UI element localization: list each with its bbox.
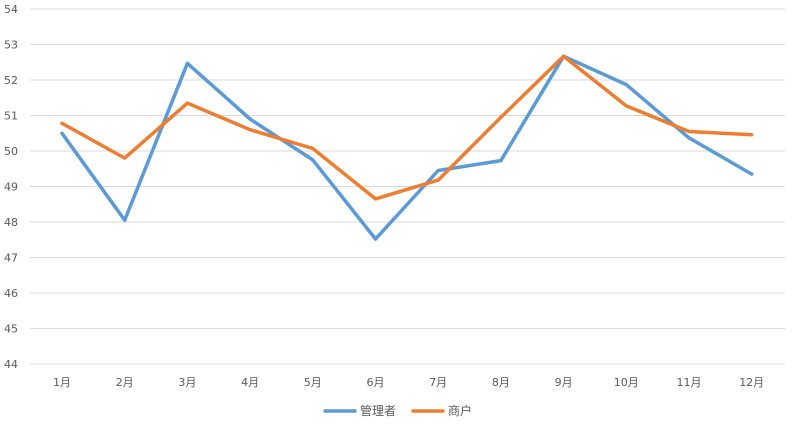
y-tick-label: 45 — [4, 323, 18, 336]
x-tick-label: 2月 — [116, 376, 134, 389]
series-lines — [60, 54, 754, 241]
x-tick-label: 11月 — [677, 376, 702, 389]
y-tick-label: 48 — [4, 216, 18, 229]
x-tick-label: 1月 — [53, 376, 71, 389]
y-tick-label: 52 — [4, 74, 18, 87]
x-axis-ticks: 1月 2月 3月 4月 5月 6月 7月 8月 9月 10月 11月 12月 — [53, 376, 764, 389]
y-tick-label: 54 — [4, 3, 18, 16]
y-tick-label: 44 — [4, 358, 18, 371]
x-tick-label: 12月 — [739, 376, 764, 389]
y-tick-label: 49 — [4, 181, 18, 194]
y-tick-label: 53 — [4, 39, 18, 52]
x-tick-label: 3月 — [178, 376, 196, 389]
x-tick-label: 7月 — [429, 376, 447, 389]
y-tick-label: 50 — [4, 145, 18, 158]
legend: 管理者 商户 — [323, 403, 472, 418]
series-line-1 — [60, 54, 754, 241]
x-tick-label: 6月 — [367, 376, 385, 389]
legend-label: 商户 — [448, 403, 472, 418]
x-tick-label: 10月 — [614, 376, 639, 389]
y-tick-label: 47 — [4, 252, 18, 265]
y-tick-label: 51 — [4, 110, 18, 123]
x-tick-label: 8月 — [492, 376, 510, 389]
legend-label: 管理者 — [360, 403, 396, 418]
x-tick-label: 9月 — [555, 376, 573, 389]
y-axis-ticks: 44 45 46 47 48 49 50 51 52 53 54 — [4, 3, 18, 371]
x-tick-label: 4月 — [241, 376, 259, 389]
y-tick-label: 46 — [4, 287, 18, 300]
x-tick-label: 5月 — [304, 376, 322, 389]
series-line-2 — [60, 54, 754, 201]
gridlines — [30, 8, 785, 365]
